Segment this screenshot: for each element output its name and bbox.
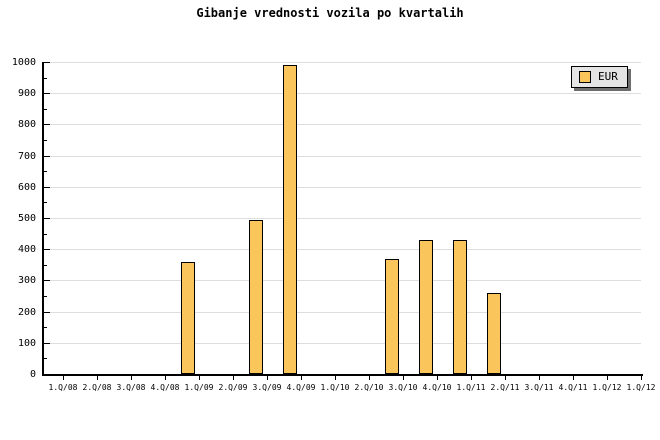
x-tick	[165, 376, 166, 380]
y-major-tick	[44, 280, 50, 281]
x-tick	[403, 376, 404, 380]
y-tick-label: 1000	[11, 57, 36, 68]
x-tick-label: 4.Q/09	[286, 383, 316, 392]
x-tick	[63, 376, 64, 380]
x-tick-label: 4.Q/11	[558, 383, 588, 392]
gridline	[44, 93, 641, 94]
y-tick-label: 700	[17, 151, 36, 162]
gridline	[44, 280, 641, 281]
x-tick-label: 2.Q/10	[354, 383, 384, 392]
gridline	[44, 218, 641, 219]
y-minor-tick	[44, 358, 47, 359]
x-tick-label: 1.Q/12	[592, 383, 622, 392]
bar-2.Q/11	[487, 293, 501, 374]
gridline	[44, 249, 641, 250]
x-tick-label: 3.Q/11	[524, 383, 554, 392]
bar-1.Q/11	[453, 240, 467, 374]
legend-box: EUR	[571, 66, 628, 88]
y-minor-tick	[44, 171, 47, 172]
y-tick-label: 600	[17, 182, 36, 193]
y-minor-tick	[44, 234, 47, 235]
y-tick-label: 400	[17, 244, 36, 255]
x-tick	[335, 376, 336, 380]
y-major-tick	[44, 187, 50, 188]
x-axis-line	[42, 374, 643, 376]
x-tick-label: 1.Q/08	[48, 383, 78, 392]
x-tick	[471, 376, 472, 380]
gridline	[44, 156, 641, 157]
y-major-tick	[44, 343, 50, 344]
y-major-tick	[44, 249, 50, 250]
y-minor-tick	[44, 109, 47, 110]
gridline	[44, 312, 641, 313]
bar-1.Q/09	[181, 262, 195, 374]
x-tick-label: 2.Q/08	[82, 383, 112, 392]
x-tick	[539, 376, 540, 380]
y-tick-label: 300	[17, 275, 36, 286]
y-minor-tick	[44, 327, 47, 328]
x-tick-label: 1.Q/11	[456, 383, 486, 392]
legend-swatch-eur	[579, 71, 591, 83]
x-tick	[131, 376, 132, 380]
bar-4.Q/09	[283, 65, 297, 374]
x-tick-label: 1.Q/10	[320, 383, 350, 392]
y-major-tick	[44, 124, 50, 125]
x-tick	[641, 376, 642, 380]
y-tick-label: 0	[29, 369, 36, 380]
x-tick	[437, 376, 438, 380]
gridline	[44, 124, 641, 125]
x-tick-label: 1.Q/12	[626, 383, 656, 392]
y-tick-label: 200	[17, 307, 36, 318]
y-minor-tick	[44, 265, 47, 266]
x-tick-label: 3.Q/09	[252, 383, 282, 392]
x-tick	[199, 376, 200, 380]
x-tick	[369, 376, 370, 380]
y-minor-tick	[44, 78, 47, 79]
gridline	[44, 187, 641, 188]
y-tick-label: 100	[17, 338, 36, 349]
bar-3.Q/10	[385, 259, 399, 374]
x-tick	[301, 376, 302, 380]
x-tick-label: 4.Q/10	[422, 383, 452, 392]
gridline	[44, 62, 641, 63]
y-tick-label: 800	[17, 119, 36, 130]
y-major-tick	[44, 374, 50, 375]
x-tick-label: 3.Q/10	[388, 383, 418, 392]
y-minor-tick	[44, 140, 47, 141]
y-major-tick	[44, 93, 50, 94]
x-tick	[607, 376, 608, 380]
x-tick	[233, 376, 234, 380]
chart-title: Gibanje vrednosti vozila po kvartalih	[196, 6, 464, 20]
x-tick-label: 1.Q/09	[184, 383, 214, 392]
y-tick-label: 900	[17, 88, 36, 99]
x-tick	[267, 376, 268, 380]
y-minor-tick	[44, 202, 47, 203]
y-tick-label: 500	[17, 213, 36, 224]
bar-4.Q/10	[419, 240, 433, 374]
gridline	[44, 343, 641, 344]
x-tick	[505, 376, 506, 380]
y-axis-line	[42, 62, 44, 376]
x-tick-label: 2.Q/09	[218, 383, 248, 392]
y-major-tick	[44, 156, 50, 157]
y-minor-tick	[44, 296, 47, 297]
x-tick-label: 2.Q/11	[490, 383, 520, 392]
x-tick	[573, 376, 574, 380]
bar-3.Q/09	[249, 220, 263, 374]
legend-label: EUR	[598, 70, 618, 83]
x-tick-label: 4.Q/08	[150, 383, 180, 392]
y-major-tick	[44, 62, 50, 63]
y-major-tick	[44, 218, 50, 219]
x-tick	[97, 376, 98, 380]
y-major-tick	[44, 312, 50, 313]
x-tick-label: 3.Q/08	[116, 383, 146, 392]
